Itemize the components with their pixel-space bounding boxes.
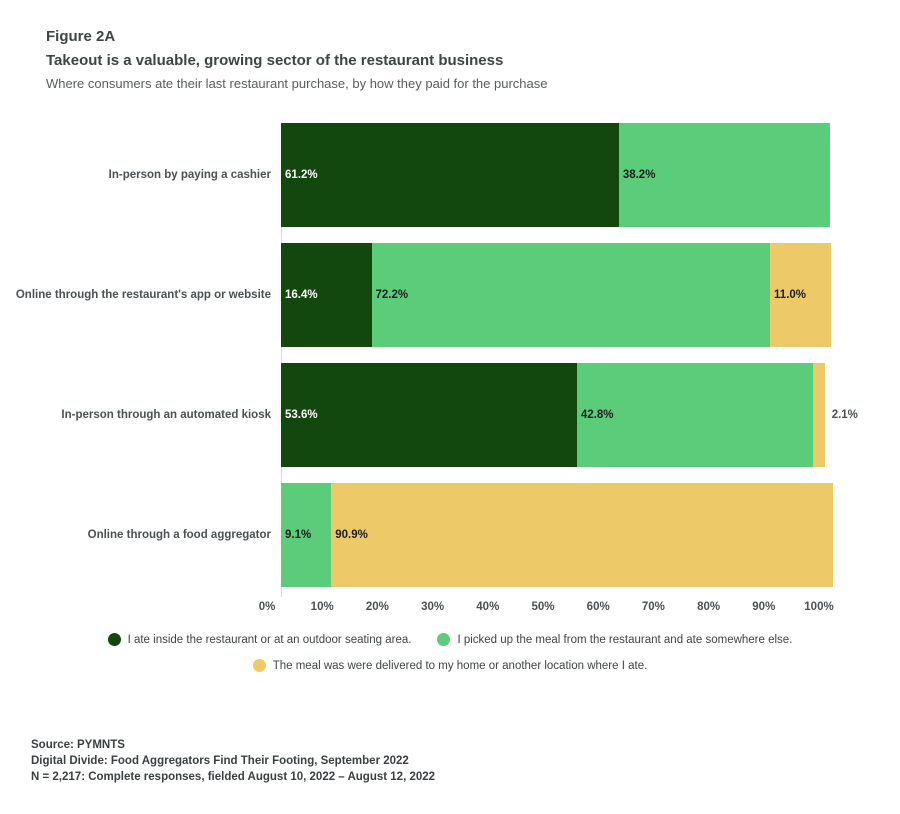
- x-axis-tick-label: 70%: [641, 601, 665, 613]
- bar-segment: 16.4%: [281, 243, 372, 347]
- legend-row: The meal was were delivered to my home o…: [252, 659, 648, 672]
- bar-row: Online through the restaurant's app or w…: [0, 243, 900, 347]
- source-line: Digital Divide: Food Aggregators Find Th…: [31, 755, 409, 767]
- category-label: In-person by paying a cashier: [108, 168, 271, 181]
- stacked-bar: 9.1% 90.9%: [281, 483, 833, 587]
- bar-segment: 90.9%: [331, 483, 833, 587]
- stacked-bar-chart: In-person by paying a cashier 61.2% 38.2% O…: [0, 123, 900, 587]
- figure-label: Figure 2A: [46, 28, 116, 45]
- segment-value-label: 16.4%: [285, 289, 318, 301]
- segment-value-label: 53.6%: [285, 409, 318, 421]
- source-note: Source: PYMNTS Digital Divide: Food Aggr…: [31, 737, 435, 785]
- bar-segment: 53.6%: [281, 363, 577, 467]
- bar-area: 61.2% 38.2%: [281, 123, 833, 227]
- bar-segment: 9.1%: [281, 483, 332, 587]
- bar-area: 16.4% 72.2% 11.0%: [281, 243, 833, 347]
- chart-header: Figure 2A Takeout is a valuable, growing…: [46, 28, 547, 91]
- stacked-bar: 61.2% 38.2%: [281, 123, 833, 227]
- segment-value-label: 9.1%: [285, 529, 312, 541]
- bar-segment: 61.2%: [281, 123, 619, 227]
- x-axis-tick-label: 30%: [421, 601, 445, 613]
- chart-title: Takeout is a valuable, growing sector of…: [46, 52, 504, 69]
- x-axis-tick-label: 10%: [310, 601, 334, 613]
- x-axis-tick-label: 60%: [586, 601, 610, 613]
- bar-row: Online through a food aggregator 9.1% 90.9…: [0, 483, 900, 587]
- legend-swatch-icon: [437, 633, 451, 646]
- x-axis-tick-label: 50%: [531, 601, 555, 613]
- y-axis-baseline: [281, 123, 282, 597]
- bar-area: 53.6% 42.8% 2.1%: [281, 363, 858, 467]
- bar-row: In-person through an automated kiosk 53.6…: [0, 363, 900, 467]
- segment-value-label: 61.2%: [285, 169, 318, 181]
- legend-swatch-icon: [107, 633, 121, 646]
- legend-label: I picked up the meal from the restaurant…: [457, 633, 793, 646]
- chart-subtitle: Where consumers ate their last restauran…: [46, 76, 548, 91]
- bar-segment: 38.2%: [618, 123, 830, 227]
- x-axis-tick-label: 90%: [752, 601, 776, 613]
- category-label: In-person through an automated kiosk: [61, 408, 271, 421]
- legend-label: The meal was were delivered to my home o…: [272, 659, 648, 672]
- category-label: Online through the restaurant's app or w…: [15, 288, 271, 301]
- legend-item: I ate inside the restaurant or at an out…: [107, 633, 412, 646]
- segment-value-label: 42.8%: [580, 409, 614, 421]
- x-axis: 0% 10% 20% 30% 40% 50% 60% 70% 80% 90% 100%: [259, 601, 834, 617]
- segment-value-label: 38.2%: [622, 169, 656, 181]
- category-label: Online through a food aggregator: [87, 528, 271, 541]
- stacked-bar: 16.4% 72.2% 11.0%: [281, 243, 833, 347]
- bar-segment: 11.0%: [770, 243, 831, 347]
- bar-segment: 42.8%: [576, 363, 814, 467]
- bar-segment: 72.2%: [371, 243, 771, 347]
- bar-row: In-person by paying a cashier 61.2% 38.2%: [0, 123, 900, 227]
- segment-value-label: 72.2%: [375, 289, 409, 301]
- source-line: N = 2,217: Complete responses, fielded A…: [31, 771, 436, 783]
- bar-rows: In-person by paying a cashier 61.2% 38.2% O…: [0, 123, 900, 587]
- bar-area: 9.1% 90.9%: [281, 483, 833, 587]
- bar-segment: 2.1%: [813, 363, 858, 467]
- x-axis-tick-label: 80%: [697, 601, 721, 613]
- legend-item: The meal was were delivered to my home o…: [252, 659, 648, 672]
- x-axis-tick-label: 20%: [365, 601, 389, 613]
- legend-label: I ate inside the restaurant or at an out…: [127, 633, 412, 646]
- stacked-bar: 53.6% 42.8% 2.1%: [281, 363, 858, 467]
- legend-row: I ate inside the restaurant or at an out…: [107, 633, 792, 646]
- x-axis-tick-label: 0%: [258, 601, 276, 613]
- x-axis-tick-label: 40%: [476, 601, 500, 613]
- source-line: Source: PYMNTS: [31, 739, 125, 751]
- segment-value-label: 90.9%: [335, 529, 368, 541]
- segment-value-label: 2.1%: [831, 409, 858, 421]
- legend-swatch-icon: [252, 659, 266, 672]
- x-axis-tick-label: 100%: [804, 601, 834, 613]
- legend-item: I picked up the meal from the restaurant…: [437, 633, 792, 646]
- legend: I ate inside the restaurant or at an out…: [0, 633, 900, 672]
- segment-value-label: 11.0%: [774, 289, 807, 301]
